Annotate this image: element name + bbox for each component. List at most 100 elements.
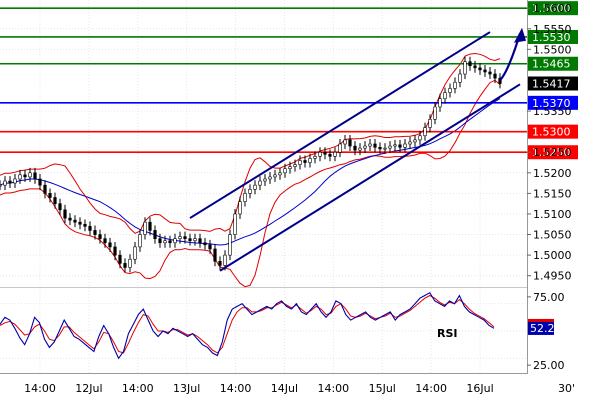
level-label: 1.5250	[532, 146, 571, 159]
candle-body	[458, 73, 462, 83]
rsi-line	[0, 291, 495, 360]
x-tick-label: 14:00	[317, 382, 349, 395]
candle-body	[303, 160, 307, 163]
candle-body	[483, 69, 487, 73]
candle-body	[108, 242, 112, 248]
rsi-tick-label: 25.00	[533, 359, 565, 372]
candle-body	[193, 238, 197, 242]
x-tick-label: 14Jul	[271, 382, 298, 395]
candle-body	[0, 184, 2, 187]
x-tick-label: 14:00	[122, 382, 154, 395]
candle-body	[13, 178, 17, 184]
candle-body	[283, 168, 287, 174]
moving-average-line	[0, 98, 501, 246]
y-tick-label: 1.5050	[533, 229, 572, 242]
rsi-tick-label: 75.00	[533, 291, 565, 304]
period-label: 30'	[558, 382, 575, 395]
candle-body	[238, 201, 242, 215]
candle-body	[428, 119, 432, 128]
candle-body	[18, 174, 22, 180]
candle-body	[258, 180, 262, 186]
candle-body	[233, 213, 237, 235]
candle-body	[333, 151, 337, 157]
level-tag	[528, 29, 578, 44]
candle-body	[498, 77, 502, 84]
candle-body	[83, 223, 87, 227]
candle-body	[28, 172, 32, 178]
bollinger-upper-band	[0, 52, 501, 234]
y-tick-label: 1.5350	[533, 105, 572, 118]
candle-body	[408, 141, 412, 145]
candle-body	[278, 172, 282, 176]
candle-body	[133, 246, 137, 260]
y-tick-label: 1.5550	[533, 23, 572, 36]
candle-body	[438, 98, 442, 108]
candle-body	[373, 143, 377, 148]
candle-body	[398, 144, 402, 148]
candle-body	[153, 230, 157, 239]
candle-body	[413, 139, 417, 143]
candle-body	[123, 263, 127, 268]
candle-body	[443, 92, 447, 100]
rsi-label: RSI	[437, 327, 458, 340]
candle-body	[158, 238, 162, 244]
candle-body	[143, 221, 147, 235]
candle-body	[308, 158, 312, 163]
candle-body	[63, 209, 67, 219]
rsi-signal-line	[0, 294, 495, 354]
candle-body	[323, 151, 327, 155]
candle-body	[213, 248, 217, 262]
x-tick-label: 14:00	[24, 382, 56, 395]
candle-body	[353, 145, 357, 151]
candle-body	[3, 180, 7, 186]
candle-body	[338, 143, 342, 153]
rsi-last-label: 52.24	[530, 322, 562, 335]
y-tick-label: 1.5600	[533, 2, 572, 15]
candle-body	[23, 174, 27, 178]
candle-body	[403, 143, 407, 148]
y-tick-label: 1.5100	[533, 208, 572, 221]
candle-body	[298, 160, 302, 165]
candle-body	[468, 61, 472, 67]
candle-body	[463, 61, 467, 75]
candle-body	[168, 240, 172, 244]
candle-body	[453, 81, 457, 89]
candle-body	[118, 254, 122, 264]
last-price-tag	[528, 76, 578, 91]
candle-body	[33, 172, 37, 180]
level-tag	[528, 56, 578, 71]
candle-body	[208, 244, 212, 250]
candle-body	[93, 230, 97, 235]
candle-body	[473, 65, 477, 69]
forecast-arrow-head	[514, 27, 526, 43]
candle-body	[53, 197, 57, 204]
candle-body	[78, 221, 82, 225]
candle-body	[433, 106, 437, 120]
trend-channel	[189, 31, 521, 272]
candle-body	[348, 139, 352, 147]
candle-body	[223, 254, 227, 266]
x-tick-label: 14:00	[220, 382, 252, 395]
candle-body	[103, 238, 107, 244]
candle-body	[488, 71, 492, 75]
y-tick-label: 1.5250	[533, 146, 572, 159]
candle-body	[198, 238, 202, 244]
candle-body	[448, 88, 452, 93]
rsi-signal-tag	[528, 318, 554, 323]
candle-body	[188, 238, 192, 242]
candle-body	[173, 238, 177, 244]
candle-body	[363, 145, 367, 149]
level-label: 1.5600	[532, 2, 571, 15]
bollinger-bands	[0, 52, 501, 288]
x-tick-label: 16Jul	[466, 382, 493, 395]
candle-body	[73, 219, 77, 223]
level-label: 1.5465	[532, 58, 571, 71]
candle-body	[313, 156, 317, 159]
candle-body	[148, 221, 152, 231]
rsi-lines: 52.24	[0, 291, 562, 360]
candle-body	[218, 261, 222, 266]
candle-body	[343, 139, 347, 145]
level-label: 1.5300	[532, 126, 571, 139]
candle-body	[128, 258, 132, 268]
candle-body	[163, 240, 167, 244]
